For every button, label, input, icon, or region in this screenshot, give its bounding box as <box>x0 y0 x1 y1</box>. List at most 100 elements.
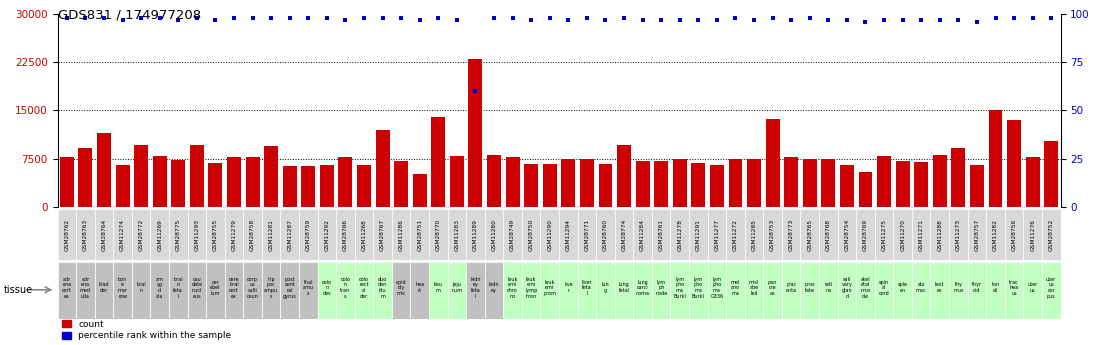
Bar <box>764 209 782 260</box>
Bar <box>485 209 504 260</box>
Text: leuk
emi
chro
no: leuk emi chro no <box>507 277 518 299</box>
Text: lym
pho
ma
G336: lym pho ma G336 <box>711 277 724 299</box>
Text: lym
pho
ma
Burki: lym pho ma Burki <box>673 277 686 299</box>
Bar <box>819 209 838 260</box>
Text: adr
ena
cort
ex: adr ena cort ex <box>62 277 72 299</box>
Point <box>876 17 893 22</box>
Bar <box>487 155 501 207</box>
Text: GSM11293: GSM11293 <box>195 219 199 250</box>
Point <box>800 15 818 20</box>
Point <box>931 17 949 22</box>
Bar <box>689 262 707 319</box>
Point <box>318 15 335 20</box>
Bar <box>914 162 928 207</box>
Text: uter
us
cor
pus: uter us cor pus <box>1046 277 1056 299</box>
Point <box>690 17 707 22</box>
Point <box>633 17 651 22</box>
Text: GSM28775: GSM28775 <box>176 218 180 251</box>
Text: GSM28767: GSM28767 <box>380 218 385 251</box>
Bar <box>430 209 447 260</box>
Bar <box>856 209 875 260</box>
Bar <box>169 209 187 260</box>
Text: GSM11271: GSM11271 <box>919 219 923 250</box>
Bar <box>654 161 669 207</box>
Bar <box>521 209 540 260</box>
Bar <box>838 209 856 260</box>
Bar <box>151 209 169 260</box>
Bar <box>113 209 132 260</box>
Point <box>968 19 985 24</box>
Text: GSM28754: GSM28754 <box>845 218 849 251</box>
Text: mel
ano
ma: mel ano ma <box>731 279 741 296</box>
Bar <box>893 262 912 319</box>
Bar <box>76 209 95 260</box>
Bar <box>151 262 169 319</box>
Bar <box>1026 157 1039 207</box>
Bar <box>466 262 485 319</box>
Text: GSM11279: GSM11279 <box>231 219 237 250</box>
Text: colo
rect
al
der: colo rect al der <box>359 277 369 299</box>
Point <box>76 15 94 20</box>
Text: GSM11292: GSM11292 <box>324 219 330 250</box>
Bar <box>931 209 949 260</box>
Point <box>745 17 763 22</box>
Bar <box>1007 120 1021 207</box>
Text: GSM28773: GSM28773 <box>788 218 794 251</box>
Bar <box>986 209 1005 260</box>
Bar <box>265 146 278 207</box>
Bar <box>447 262 466 319</box>
Text: GSM28770: GSM28770 <box>436 218 441 251</box>
Text: plac
enta: plac enta <box>786 283 797 293</box>
Text: GSM11290: GSM11290 <box>547 219 552 250</box>
Bar <box>413 174 426 207</box>
Bar <box>485 262 504 319</box>
Text: lym
pho
ma
Burki: lym pho ma Burki <box>692 277 705 299</box>
Text: GSM11276: GSM11276 <box>1031 219 1035 250</box>
Text: GSM28752: GSM28752 <box>1048 218 1054 251</box>
Bar <box>819 262 838 319</box>
Point <box>726 15 744 20</box>
Text: GSM28763: GSM28763 <box>83 218 87 251</box>
Bar <box>1023 209 1042 260</box>
Bar <box>540 209 559 260</box>
Bar <box>449 156 464 207</box>
Point <box>838 17 856 22</box>
Point <box>281 15 299 20</box>
Point <box>504 15 521 20</box>
Bar <box>206 209 225 260</box>
Point <box>541 15 559 20</box>
Text: GSM28757: GSM28757 <box>974 218 980 251</box>
Bar <box>968 262 986 319</box>
Bar <box>320 165 334 207</box>
Text: bon
e
mar
row: bon e mar row <box>117 277 127 299</box>
Bar <box>931 262 949 319</box>
Text: GSM11291: GSM11291 <box>696 219 701 250</box>
Bar <box>521 262 540 319</box>
Point <box>912 17 930 22</box>
Text: GSM11273: GSM11273 <box>955 219 961 250</box>
Text: GSM28765: GSM28765 <box>807 218 813 251</box>
Bar <box>262 262 280 319</box>
Text: live
r: live r <box>563 283 572 293</box>
Text: cau
date
nucl
eus: cau date nucl eus <box>192 277 203 299</box>
Point <box>411 17 428 22</box>
Bar <box>60 157 74 207</box>
Point <box>188 15 206 20</box>
Bar <box>227 157 241 207</box>
Bar <box>394 161 408 207</box>
Point <box>485 15 503 20</box>
Bar <box>79 148 92 207</box>
Text: kidn
ey: kidn ey <box>489 283 499 293</box>
Text: sple
en: sple en <box>898 283 908 293</box>
Point <box>1024 15 1042 20</box>
Text: GSM28761: GSM28761 <box>659 219 664 250</box>
Text: GSM11277: GSM11277 <box>714 219 720 250</box>
Bar <box>559 262 578 319</box>
Text: post
cent
ral
gyrus: post cent ral gyrus <box>283 277 297 299</box>
Point <box>559 17 577 22</box>
Text: misl
abe
led: misl abe led <box>749 279 759 296</box>
Text: GSM28762: GSM28762 <box>64 218 70 251</box>
Bar <box>986 262 1005 319</box>
Text: brai
n
feta
l: brai n feta l <box>174 277 183 299</box>
Text: GSM11281: GSM11281 <box>269 219 273 250</box>
